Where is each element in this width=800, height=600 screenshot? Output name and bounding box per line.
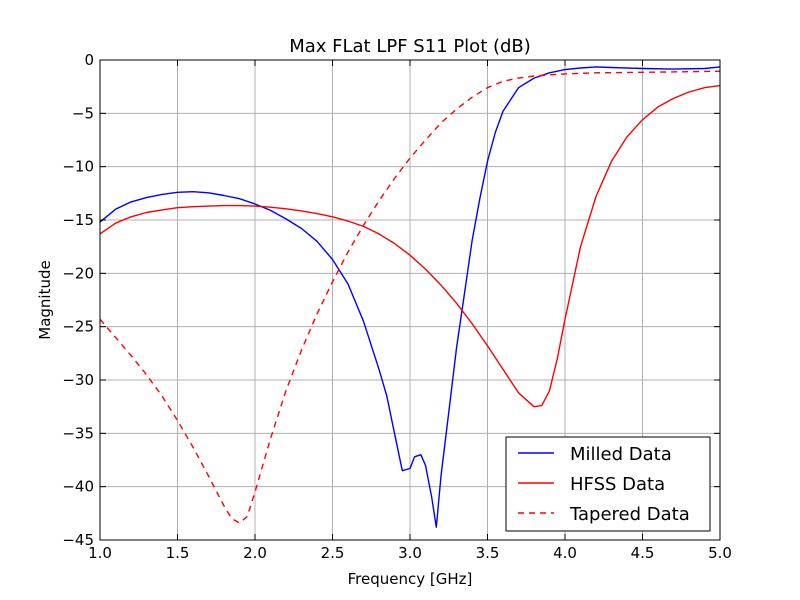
y-tick-label: −30 xyxy=(62,371,94,389)
x-tick-label: 2.0 xyxy=(243,544,267,562)
y-axis-label: Magnitude xyxy=(36,260,54,339)
x-tick-label: 4.0 xyxy=(553,544,577,562)
x-tick-label: 3.5 xyxy=(476,544,500,562)
y-tick-label: −35 xyxy=(62,424,94,442)
legend-label: HFSS Data xyxy=(570,474,665,495)
y-tick-label: −5 xyxy=(72,104,94,122)
x-tick-label: 1.0 xyxy=(88,544,112,562)
y-tick-label: −20 xyxy=(62,264,94,282)
legend: Milled Data HFSS Data Tapered Data xyxy=(505,436,711,532)
series-line-0 xyxy=(99,66,721,528)
y-tick-label: −25 xyxy=(62,318,94,336)
x-tick-label: 3.0 xyxy=(398,544,422,562)
chart-title: Max FLat LPF S11 Plot (dB) xyxy=(289,36,531,57)
x-tick-label: 4.5 xyxy=(631,544,655,562)
x-tick-label: 2.5 xyxy=(321,544,345,562)
y-tick-label: −45 xyxy=(62,531,94,549)
legend-label: Milled Data xyxy=(570,444,672,465)
ticks: 1.0 1.5 2.0 2.5 3.0 3.5 4.0 4.5 5.0 0 −5 −10 −15 −20 −… xyxy=(62,51,732,562)
y-tick-label: −40 xyxy=(62,478,94,496)
y-tick-label: −10 xyxy=(62,158,94,176)
series-line-2 xyxy=(99,70,721,524)
y-tick-label: 0 xyxy=(84,51,94,69)
series-line-1 xyxy=(99,84,721,408)
legend-label: Tapered Data xyxy=(569,504,690,525)
series-layer xyxy=(99,66,721,528)
y-tick-label: −15 xyxy=(62,211,94,229)
x-tick-label: 1.5 xyxy=(166,544,190,562)
x-axis-label: Frequency [GHz] xyxy=(348,570,473,588)
x-tick-label: 5.0 xyxy=(708,544,732,562)
